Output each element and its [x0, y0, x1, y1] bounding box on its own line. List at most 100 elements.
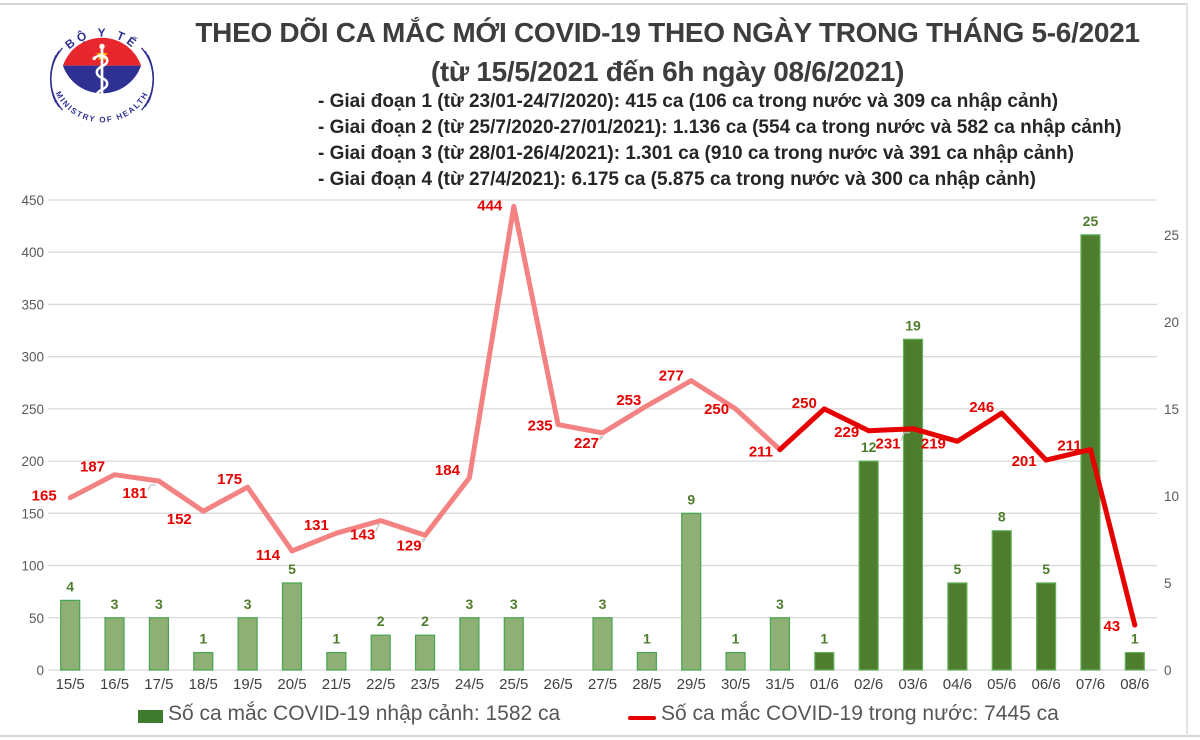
bar-value-label: 1: [732, 631, 740, 647]
bar-value-label: 5: [1042, 561, 1050, 577]
left-axis-tick: 150: [21, 506, 44, 521]
left-axis-tick: 300: [21, 350, 44, 365]
bar-value-label: 4: [66, 578, 74, 594]
phase-note-2: - Giai đoạn 2 (từ 25/7/2020-27/01/2021):…: [318, 117, 1122, 138]
bar-value-label: 1: [820, 631, 828, 647]
line-value-label: 143: [350, 527, 375, 544]
line-value-label: 184: [435, 462, 461, 479]
line-value-label: 165: [32, 488, 57, 505]
bar-value-label: 3: [155, 596, 163, 612]
page-title: THEO DÕI CA MẮC MỚI COVID-19 THEO NGÀY T…: [195, 17, 1140, 48]
x-axis-label: 29/5: [677, 676, 706, 693]
line-value-label: 250: [792, 395, 817, 412]
bar-value-label: 3: [776, 596, 784, 612]
left-axis-tick: 350: [21, 297, 44, 312]
bar: [1124, 651, 1145, 671]
bar: [104, 617, 125, 671]
line-value-label: 211: [749, 444, 773, 461]
x-axis-label: 25/5: [499, 676, 528, 693]
bar-value-label: 2: [377, 613, 385, 629]
left-axis-tick: 400: [21, 245, 44, 260]
x-axis-label: 06/6: [1031, 676, 1060, 693]
line-value-label: 131: [304, 517, 329, 534]
right-axis-tick: 10: [1164, 489, 1179, 504]
x-axis-label: 20/5: [277, 676, 306, 693]
x-axis-label: 19/5: [233, 676, 262, 693]
bar: [991, 530, 1012, 671]
bar: [193, 651, 214, 671]
frame-border-bottom: [0, 735, 1200, 737]
left-axis-tick: 0: [36, 663, 44, 678]
bar: [237, 617, 258, 671]
bar: [814, 651, 835, 671]
x-axis-label: 18/5: [189, 676, 218, 693]
line-value-label: 246: [969, 399, 994, 416]
x-axis-label: 24/5: [455, 676, 484, 693]
bar-value-label: 3: [466, 596, 474, 612]
line-value-label: 235: [528, 418, 553, 435]
bar-value-label: 9: [687, 491, 695, 507]
logo-side-arcs: [49, 47, 155, 111]
bar: [592, 617, 613, 671]
right-axis-tick: 5: [1164, 576, 1172, 591]
bar-value-label: 8: [998, 509, 1006, 525]
ministry-of-health-logo: BỘ Y TẾ MINISTRY OF HEALTH: [49, 26, 155, 124]
bar-value-label: 12: [861, 439, 877, 455]
x-axis-label: 21/5: [322, 676, 351, 693]
logo-asclepius-icon: [92, 43, 110, 110]
line-value-label: 250: [704, 401, 729, 418]
legend-line-swatch-icon: [628, 716, 656, 720]
bar-value-label: 3: [244, 596, 252, 612]
left-axis-tick: 100: [21, 559, 44, 574]
bar-value-label: 1: [643, 631, 651, 647]
bar-value-label: 5: [288, 561, 296, 577]
x-axis-label: 31/5: [765, 676, 794, 693]
bar-value-label: 5: [953, 561, 961, 577]
bar-value-label: 25: [1083, 213, 1099, 229]
legend-line-label: Số ca mắc COVID-19 trong nước: 7445 ca: [661, 702, 1059, 725]
x-axis-label: 16/5: [100, 676, 129, 693]
x-axis-label: 15/5: [56, 676, 85, 693]
bar: [281, 582, 303, 671]
bar: [60, 599, 81, 671]
bar: [414, 634, 436, 671]
bar-value-label: 1: [1131, 631, 1139, 647]
label-leader-line: [900, 432, 911, 441]
line-value-label: 187: [80, 459, 105, 476]
line-value-label: 444: [477, 197, 503, 214]
right-axis-tick: 25: [1164, 228, 1179, 243]
x-axis-label: 03/6: [898, 676, 927, 693]
bar-value-label: 3: [599, 596, 607, 612]
line-value-label: 227: [574, 435, 599, 452]
line-value-label: 231: [876, 436, 901, 453]
line-value-label: 219: [921, 435, 946, 452]
label-leader-line: [147, 484, 156, 491]
bar-value-label: 1: [199, 631, 207, 647]
label-leader-line: [599, 436, 604, 441]
legend-bar-label: Số ca mắc COVID-19 nhập cảnh: 1582 ca: [168, 702, 561, 725]
left-axis-tick: 50: [29, 611, 44, 626]
label-leader-line: [421, 538, 427, 543]
bar: [370, 634, 391, 671]
left-axis-tick: 250: [21, 402, 44, 417]
bar: [858, 460, 879, 671]
line-series-light: [67, 203, 783, 554]
bar: [947, 582, 968, 671]
x-axis-label: 02/6: [854, 676, 883, 693]
line-value-label: 229: [834, 424, 859, 441]
bar-value-label: 2: [421, 613, 429, 629]
bar: [503, 617, 524, 671]
x-axis-label: 27/5: [588, 676, 617, 693]
right-axis-tick: 15: [1164, 402, 1179, 417]
phase-note-4: - Giai đoạn 4 (từ 27/4/2021): 6.175 ca (…: [318, 169, 1036, 190]
right-axis-tick: 20: [1164, 315, 1179, 330]
x-axis-label: 30/5: [721, 676, 750, 693]
bar: [725, 651, 746, 671]
line-value-label: 211: [1057, 438, 1081, 455]
phase-note-3: - Giai đoạn 3 (từ 28/01-26/4/2021): 1.30…: [318, 143, 1074, 164]
x-axis-label: 05/6: [987, 676, 1016, 693]
left-axis-tick: 450: [21, 193, 44, 208]
line-value-label: 129: [397, 537, 422, 554]
bar: [636, 651, 657, 671]
